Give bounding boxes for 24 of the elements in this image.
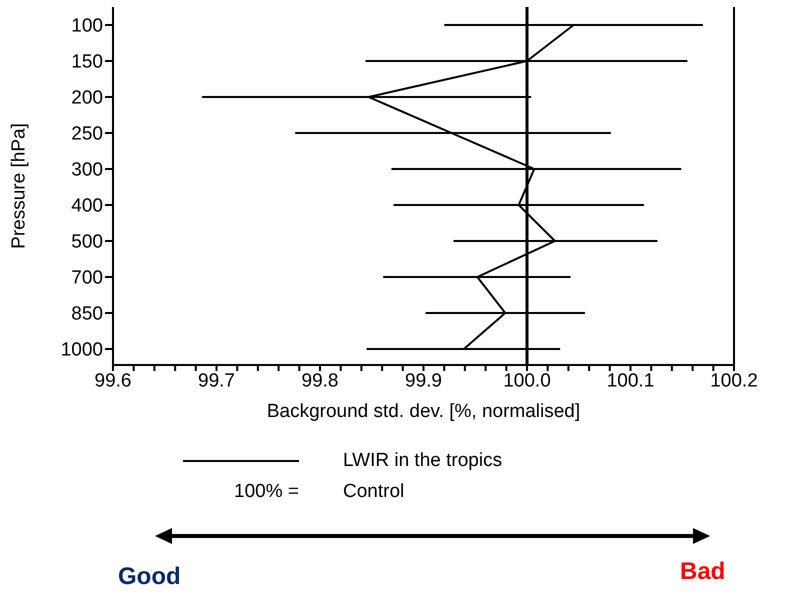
text: Control <box>343 481 404 503</box>
text: 100% = <box>234 481 299 503</box>
x-axis-title: Background std. dev. [%, normalised] <box>266 401 580 422</box>
text: LWIR in the tropics <box>343 450 502 472</box>
x-tick-label: 100.0 <box>503 370 551 392</box>
x-tick-label: 99.6 <box>94 370 132 392</box>
x-tick-label: 99.9 <box>405 370 442 392</box>
y-tick-label: 150 <box>71 52 103 73</box>
y-tick-label: 200 <box>71 88 103 109</box>
y-tick-label: 500 <box>71 232 103 253</box>
y-tick-label: 300 <box>71 160 103 181</box>
x-tick-label: 100.1 <box>606 370 654 392</box>
x-tick-label: 99.7 <box>198 370 235 392</box>
y-tick-label: 850 <box>71 304 103 325</box>
y-tick-label: 400 <box>71 196 103 217</box>
x-tick-label: 100.2 <box>710 370 758 392</box>
y-tick-label: 100 <box>71 16 103 37</box>
text: Bad <box>680 558 726 586</box>
y-tick-label: 1000 <box>60 340 103 361</box>
y-axis-title: Pressure [hPa] <box>8 123 30 249</box>
y-tick-label: 700 <box>71 268 103 289</box>
x-tick-label: 99.8 <box>302 370 338 392</box>
y-tick-label: 250 <box>71 124 103 145</box>
text: Good <box>118 563 181 591</box>
